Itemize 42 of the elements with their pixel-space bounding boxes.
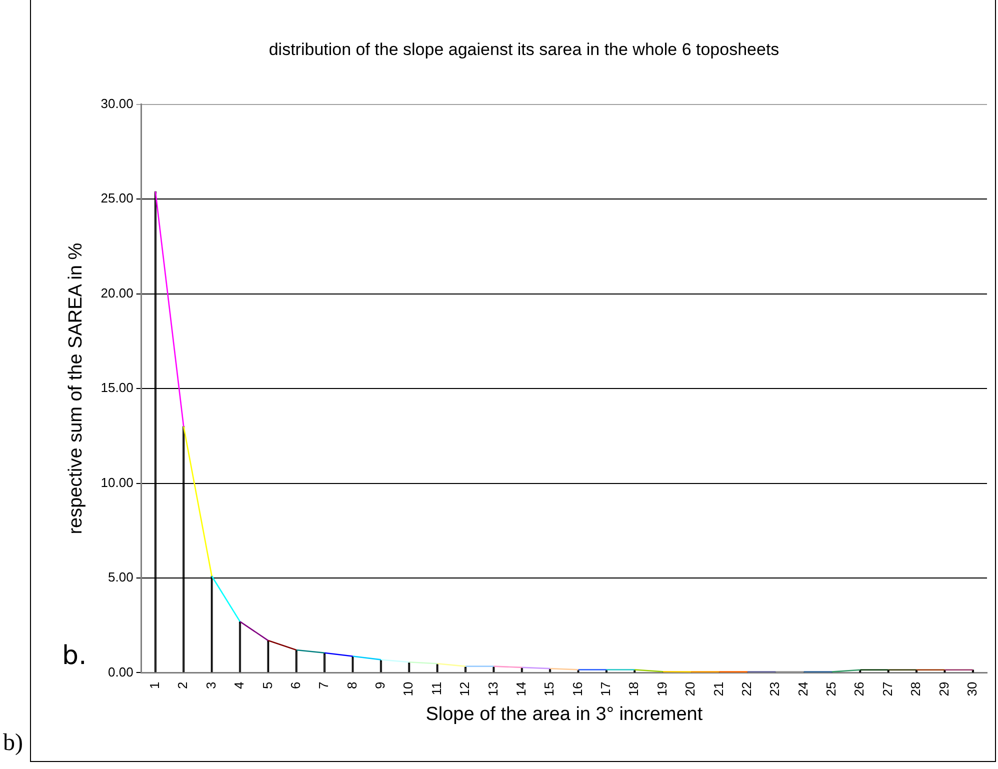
y-tick-label: 30.00: [100, 96, 134, 111]
x-tick-label: 24: [795, 682, 810, 696]
x-tick-label: 12: [457, 682, 472, 696]
y-tick-label: 5.00: [108, 570, 134, 585]
x-tick-label: 8: [344, 682, 360, 689]
x-tick-label: 9: [372, 682, 388, 689]
x-tick-label: 28: [908, 682, 924, 696]
x-axis-title: Slope of the area in 3° increment: [426, 704, 704, 725]
y-tick-label: 15.00: [100, 380, 134, 396]
x-tick-label: 22: [738, 682, 754, 696]
x-tick-label: 26: [852, 682, 867, 696]
x-tick-label: 19: [654, 682, 670, 696]
text: b): [3, 730, 23, 757]
x-tick-label: 2: [175, 682, 190, 689]
x-tick-label: 29: [936, 682, 952, 696]
y-tick-label: 20.00: [100, 285, 134, 300]
x-tick-label: 5: [260, 682, 275, 689]
x-tick-label: 11: [428, 682, 444, 696]
x-tick-label: 30: [964, 682, 980, 696]
x-tick-label: 15: [542, 682, 557, 696]
x-tick-label: 21: [710, 682, 726, 696]
x-tick-label: 6: [288, 682, 303, 689]
x-tick-label: 16: [570, 682, 585, 696]
x-tick-label: 3: [203, 682, 218, 689]
x-tick-label: 27: [880, 682, 895, 696]
y-tick-label: 10.00: [100, 474, 134, 490]
x-tick-label: 25: [824, 682, 839, 696]
x-tick-label: 1: [147, 682, 162, 689]
x-tick-label: 23: [767, 682, 782, 696]
y-axis-title: respective sum of the SAREA in %: [66, 242, 87, 534]
x-tick-label: 18: [626, 682, 642, 696]
x-tick-label: 17: [598, 682, 614, 696]
y-tick-label: 0.00: [108, 664, 134, 680]
y-tick-label: 25.00: [100, 190, 134, 206]
text: b.: [62, 641, 87, 671]
x-tick-label: 4: [232, 682, 247, 689]
x-tick-label: 10: [400, 682, 416, 696]
x-tick-label: 20: [682, 682, 698, 696]
x-tick-label: 14: [513, 682, 528, 696]
x-tick-label: 7: [316, 682, 332, 689]
x-tick-label: 13: [485, 682, 500, 696]
chart-title: distribution of the slope agaienst its sarea in the whole 6 toposheets: [268, 40, 780, 59]
